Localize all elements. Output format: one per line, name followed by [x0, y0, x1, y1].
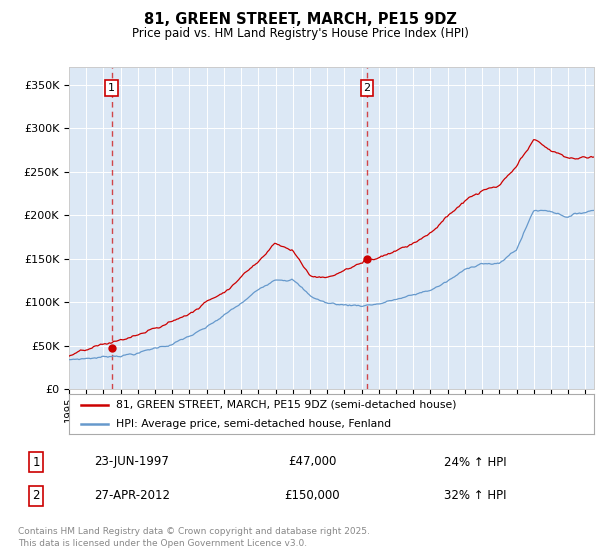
- Text: 1: 1: [108, 83, 115, 93]
- Text: 2: 2: [364, 83, 371, 93]
- Text: Contains HM Land Registry data © Crown copyright and database right 2025.
This d: Contains HM Land Registry data © Crown c…: [18, 527, 370, 548]
- Text: 24% ↑ HPI: 24% ↑ HPI: [444, 455, 506, 469]
- Text: 1: 1: [32, 455, 40, 469]
- Text: 27-APR-2012: 27-APR-2012: [94, 489, 170, 502]
- Text: 32% ↑ HPI: 32% ↑ HPI: [444, 489, 506, 502]
- Text: 81, GREEN STREET, MARCH, PE15 9DZ (semi-detached house): 81, GREEN STREET, MARCH, PE15 9DZ (semi-…: [116, 400, 457, 410]
- Text: £47,000: £47,000: [288, 455, 336, 469]
- Text: 23-JUN-1997: 23-JUN-1997: [95, 455, 169, 469]
- Text: £150,000: £150,000: [284, 489, 340, 502]
- Text: Price paid vs. HM Land Registry's House Price Index (HPI): Price paid vs. HM Land Registry's House …: [131, 27, 469, 40]
- Text: 2: 2: [32, 489, 40, 502]
- Text: 81, GREEN STREET, MARCH, PE15 9DZ: 81, GREEN STREET, MARCH, PE15 9DZ: [143, 12, 457, 27]
- Text: HPI: Average price, semi-detached house, Fenland: HPI: Average price, semi-detached house,…: [116, 419, 391, 429]
